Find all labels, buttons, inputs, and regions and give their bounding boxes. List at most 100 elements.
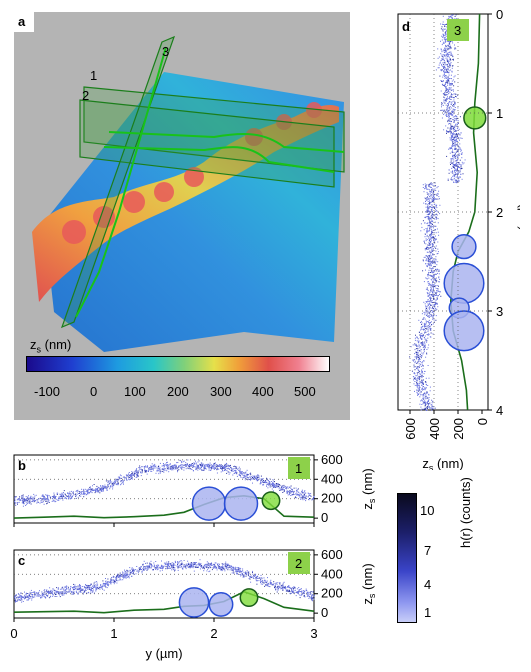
scatter-dot bbox=[425, 260, 427, 262]
scatter-dot bbox=[450, 94, 452, 96]
scatter-dot bbox=[108, 583, 110, 585]
scatter-dot bbox=[429, 239, 430, 241]
scatter-dot bbox=[443, 110, 445, 112]
scatter-dot bbox=[187, 459, 189, 461]
scatter-dot bbox=[431, 223, 433, 224]
scatter-dot bbox=[124, 575, 126, 577]
scatter-dot bbox=[427, 289, 429, 291]
scatter-dot bbox=[440, 23, 442, 25]
scatter-dot bbox=[273, 483, 275, 485]
scatter-dot bbox=[430, 298, 431, 300]
scatter-dot bbox=[431, 194, 433, 196]
scatter-dot bbox=[224, 465, 226, 467]
scatter-dot bbox=[152, 467, 154, 469]
scatter-dot bbox=[122, 480, 124, 482]
scatter-dot bbox=[425, 243, 427, 245]
scatter-dot bbox=[218, 468, 220, 470]
scatter-dot bbox=[443, 49, 445, 51]
scatter-dot bbox=[448, 116, 450, 118]
scatter-dot bbox=[25, 596, 27, 598]
scatter-dot bbox=[254, 574, 256, 576]
scatter-dot bbox=[86, 587, 88, 589]
scatter-dot bbox=[167, 563, 169, 564]
scatter-dot bbox=[454, 149, 456, 150]
scatter-dot bbox=[94, 586, 96, 588]
scatter-dot bbox=[72, 495, 73, 497]
scatter-dot bbox=[418, 342, 420, 344]
scatter-dot bbox=[447, 106, 449, 107]
scatter-dot bbox=[450, 138, 452, 140]
scatter-dot bbox=[448, 93, 450, 94]
scatter-dot bbox=[206, 564, 208, 566]
scatter-dot bbox=[313, 497, 314, 499]
scatter-dot bbox=[220, 465, 222, 467]
scatter-dot bbox=[445, 40, 447, 42]
scatter-dot bbox=[262, 481, 264, 483]
scatter-dot bbox=[450, 83, 451, 84]
scatter-dot bbox=[255, 580, 257, 582]
scatter-dot bbox=[230, 467, 232, 469]
scatter-dot bbox=[189, 466, 191, 468]
scatter-dot bbox=[151, 466, 153, 468]
scatter-dot bbox=[439, 291, 441, 293]
scatter-dot bbox=[417, 351, 419, 353]
scatter-dot bbox=[131, 572, 133, 574]
scatter-dot bbox=[434, 270, 436, 272]
scatter-dot bbox=[420, 394, 422, 396]
scatter-dot bbox=[426, 392, 428, 394]
scatter-dot bbox=[446, 98, 448, 100]
scatter-dot bbox=[430, 244, 431, 246]
scatter-dot bbox=[61, 587, 63, 589]
scatter-dot bbox=[246, 573, 248, 575]
scatter-dot bbox=[218, 465, 219, 467]
scatter-dot bbox=[278, 488, 280, 490]
scatter-dot bbox=[455, 164, 456, 166]
scatter-dot bbox=[175, 562, 177, 564]
scatter-dot bbox=[425, 301, 427, 303]
scatter-dot bbox=[424, 330, 426, 332]
scatter-dot bbox=[437, 261, 439, 263]
scatter-dot bbox=[54, 497, 55, 498]
scatter-dot bbox=[169, 566, 170, 568]
scatter-dot bbox=[252, 477, 253, 478]
scatter-dot bbox=[226, 463, 228, 465]
scatter-dot bbox=[435, 213, 437, 215]
scatter-dot bbox=[452, 54, 454, 56]
scatter-dot bbox=[200, 468, 202, 470]
scatter-dot bbox=[423, 397, 425, 399]
scatter-dot bbox=[447, 82, 448, 84]
scatter-dot bbox=[113, 579, 115, 581]
scatter-dot bbox=[14, 597, 16, 599]
scatter-dot bbox=[287, 490, 289, 492]
scatter-dot bbox=[432, 194, 434, 196]
scatter-dot bbox=[99, 487, 101, 489]
scatter-dot bbox=[111, 484, 113, 486]
scatter-dot bbox=[427, 321, 429, 322]
scatter-dot bbox=[20, 599, 22, 601]
scatter-dot bbox=[197, 465, 199, 467]
scatter-dot bbox=[243, 575, 245, 577]
scatter-dot bbox=[216, 464, 218, 466]
scatter-dot bbox=[285, 588, 287, 590]
scatter-dot bbox=[222, 565, 224, 567]
scatter-dot bbox=[429, 247, 431, 249]
scatter-dot bbox=[185, 465, 187, 467]
scatter-dot bbox=[253, 475, 255, 477]
scatter-dot bbox=[286, 589, 288, 591]
scatter-dot bbox=[429, 307, 431, 309]
scatter-dot bbox=[274, 481, 275, 483]
scatter-dot bbox=[270, 582, 272, 584]
scatter-dot bbox=[424, 371, 426, 372]
scatter-dot bbox=[196, 466, 198, 468]
scatter-dot bbox=[445, 87, 447, 89]
scatter-dot bbox=[260, 475, 262, 477]
scatter-dot bbox=[291, 490, 293, 492]
scatter-dot bbox=[418, 360, 420, 362]
scatter-dot bbox=[25, 503, 27, 505]
scatter-dot bbox=[428, 218, 430, 220]
scatter-dot bbox=[297, 591, 299, 593]
scatter-dot bbox=[458, 153, 460, 155]
scatter-dot bbox=[266, 477, 267, 479]
scatter-dot bbox=[184, 564, 186, 566]
scatter-dot bbox=[420, 336, 421, 338]
